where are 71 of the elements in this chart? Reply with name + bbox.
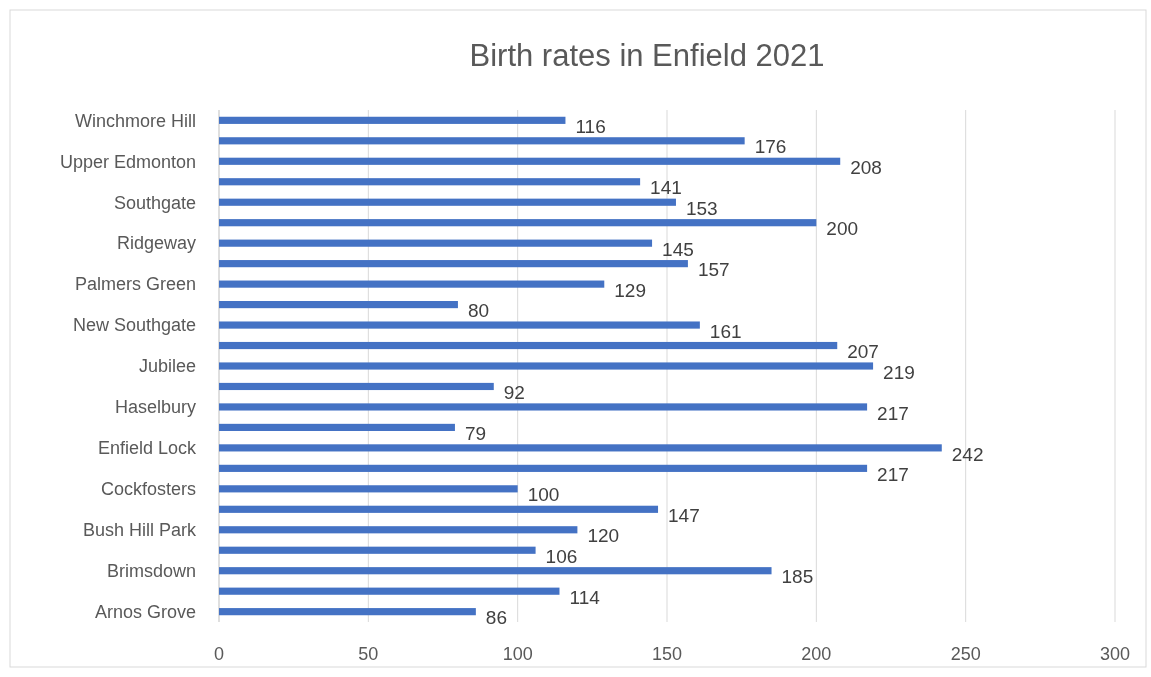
bar bbox=[219, 567, 772, 575]
data-label: 80 bbox=[467, 300, 490, 322]
bar bbox=[219, 464, 868, 472]
data-label: 106 bbox=[545, 545, 578, 567]
y-tick-label: Haselbury bbox=[114, 397, 196, 418]
x-tick-label: 100 bbox=[502, 644, 533, 664]
bar bbox=[219, 403, 868, 411]
bar bbox=[219, 505, 659, 513]
data-label: 157 bbox=[697, 259, 730, 281]
data-label: 120 bbox=[587, 525, 620, 547]
data-label: 129 bbox=[614, 279, 646, 301]
y-tick-label: Upper Edmonton bbox=[59, 151, 196, 172]
bar bbox=[219, 444, 942, 452]
data-label: 145 bbox=[662, 238, 694, 260]
x-tick-label: 300 bbox=[1099, 644, 1131, 664]
bar bbox=[219, 219, 817, 227]
y-tick-label: Palmers Green bbox=[74, 274, 196, 295]
bar bbox=[219, 137, 745, 145]
data-label: 242 bbox=[951, 443, 984, 465]
y-tick-label: Brimsdown bbox=[106, 561, 196, 582]
data-label: 200 bbox=[826, 218, 859, 240]
data-label: 92 bbox=[503, 382, 525, 404]
y-tick-label: Enfield Lock bbox=[97, 438, 197, 459]
x-tick-label: 200 bbox=[801, 644, 832, 664]
bar bbox=[219, 116, 566, 124]
bar bbox=[219, 341, 838, 350]
bar bbox=[219, 157, 841, 165]
bar bbox=[219, 260, 688, 268]
bar bbox=[219, 423, 455, 431]
data-label: 217 bbox=[877, 402, 909, 424]
y-tick-label: Winchmore Hill bbox=[74, 110, 196, 131]
data-label: 141 bbox=[650, 177, 682, 199]
y-tick-label: Cockfosters bbox=[100, 479, 196, 500]
data-label: 207 bbox=[847, 341, 879, 363]
data-label: 176 bbox=[754, 136, 787, 158]
y-tick-label: Arnos Grove bbox=[94, 601, 196, 622]
data-label: 114 bbox=[569, 586, 601, 608]
bar bbox=[219, 608, 476, 616]
bar bbox=[219, 485, 518, 493]
y-tick-label: Jubilee bbox=[138, 356, 196, 377]
y-tick-label: Bush Hill Park bbox=[82, 520, 197, 541]
chart-title: Birth rates in Enfield 2021 bbox=[469, 38, 825, 73]
x-tick-label: 150 bbox=[651, 644, 683, 664]
data-label: 147 bbox=[668, 504, 700, 526]
bar bbox=[219, 301, 458, 309]
bar bbox=[219, 239, 653, 247]
bar bbox=[219, 587, 560, 595]
bar bbox=[219, 362, 874, 370]
bar bbox=[219, 546, 536, 554]
data-label: 208 bbox=[850, 156, 882, 178]
y-tick-label: New Southgate bbox=[72, 315, 196, 336]
bar bbox=[219, 321, 700, 329]
x-tick-label: 50 bbox=[358, 644, 379, 664]
data-label: 217 bbox=[877, 464, 909, 486]
data-label: 86 bbox=[485, 607, 507, 629]
y-tick-label: Southgate bbox=[113, 192, 196, 213]
data-label: 161 bbox=[709, 320, 742, 342]
data-label: 153 bbox=[685, 197, 718, 219]
data-label: 219 bbox=[883, 361, 915, 383]
bar bbox=[219, 526, 578, 534]
x-tick-label: 0 bbox=[213, 644, 225, 664]
bar bbox=[219, 382, 494, 391]
data-label: 79 bbox=[464, 423, 487, 445]
data-label: 116 bbox=[575, 115, 606, 137]
bar bbox=[219, 198, 676, 206]
bar bbox=[219, 178, 641, 186]
y-tick-label: Ridgeway bbox=[116, 233, 196, 254]
bar bbox=[219, 280, 605, 288]
data-label: 100 bbox=[527, 484, 560, 506]
data-label: 185 bbox=[781, 566, 814, 588]
x-tick-label: 250 bbox=[950, 644, 981, 664]
